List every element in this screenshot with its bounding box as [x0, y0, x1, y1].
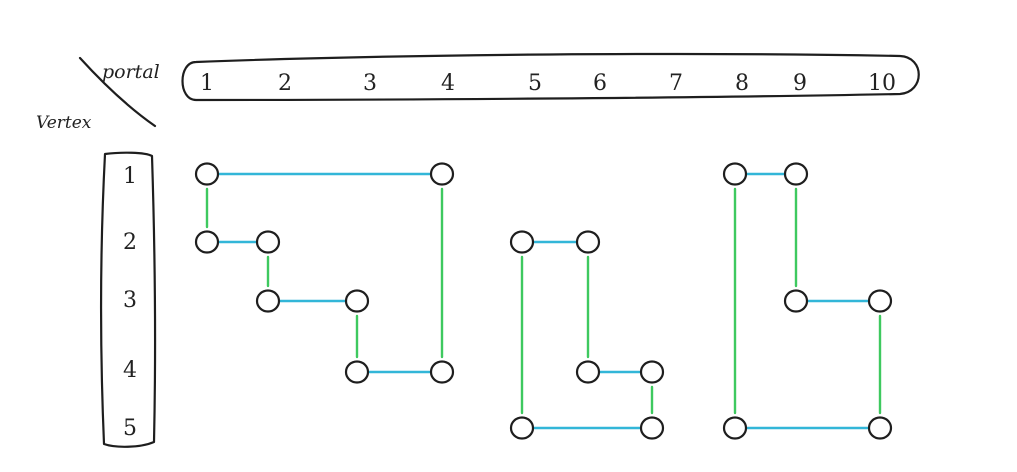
node-p5-v5	[509, 416, 535, 440]
portal-band	[181, 52, 920, 102]
vertex-label-5: 5	[123, 416, 137, 441]
node-p10-v3	[867, 289, 893, 313]
node-p6-v2	[575, 230, 601, 254]
node-p2-v2	[255, 230, 281, 254]
portal-label-3: 3	[363, 71, 377, 96]
portal-label-8: 8	[735, 71, 749, 96]
vertex-band	[100, 151, 157, 448]
node-p9-v3	[783, 289, 809, 313]
edges	[205, 172, 882, 430]
vertex-label-3: 3	[123, 288, 137, 313]
vertex-label-4: 4	[123, 358, 137, 383]
portal-label-6: 6	[593, 71, 607, 96]
vertex-label-2: 2	[123, 230, 137, 255]
header-diagonal	[78, 56, 157, 128]
portal-label-9: 9	[793, 71, 807, 96]
nodes	[194, 162, 893, 440]
portal-label: portal	[102, 61, 160, 83]
portal-labels: 1 2 3 4 5 6 7 8 9 10	[200, 71, 896, 96]
node-p8-v1	[722, 162, 748, 186]
portal-label-7: 7	[669, 71, 683, 96]
node-p3-v4	[344, 360, 370, 384]
node-p1-v1	[194, 162, 220, 186]
vertex-label: Vertex	[36, 113, 92, 133]
vertex-label-1: 1	[123, 164, 137, 189]
node-p10-v5	[867, 416, 893, 440]
portal-label-1: 1	[200, 71, 214, 96]
node-p5-v2	[509, 230, 535, 254]
portal-label-2: 2	[278, 71, 292, 96]
node-p8-v5	[722, 416, 748, 440]
node-p4-v4	[429, 360, 455, 384]
node-p4-v1	[429, 162, 455, 186]
portal-label-5: 5	[528, 71, 542, 96]
node-p2-v3	[255, 289, 281, 313]
node-p9-v1	[783, 162, 809, 186]
portal-label-10: 10	[868, 71, 896, 96]
node-p6-v4	[575, 360, 601, 384]
vertex-labels: 1 2 3 4 5	[123, 164, 137, 441]
node-p7-v5	[639, 416, 665, 440]
node-p1-v2	[194, 230, 220, 254]
node-p3-v3	[344, 289, 370, 313]
node-p7-v4	[639, 360, 665, 384]
portal-label-4: 4	[441, 71, 455, 96]
